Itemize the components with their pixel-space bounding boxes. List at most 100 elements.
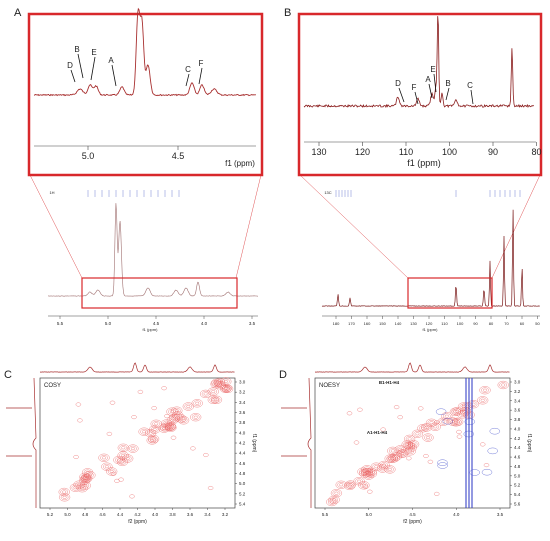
- full-tick-label-b: 140: [395, 321, 402, 326]
- contour-peak: [479, 386, 491, 395]
- negative-contour: [481, 469, 493, 476]
- contour-peak: [164, 422, 177, 431]
- contour-peak: [223, 387, 228, 391]
- contour-peak: [399, 450, 407, 457]
- contour-peak: [207, 387, 219, 396]
- y-tick-label-c: 5.0: [239, 481, 246, 486]
- negative-band-d: [468, 378, 470, 508]
- full-tick-label-b: 150: [379, 321, 386, 326]
- contour-peak: [214, 382, 219, 386]
- y-tick-label-c: 4.4: [239, 451, 246, 456]
- x-tick-label-d: 3.5: [497, 512, 504, 517]
- contour-peak: [117, 451, 129, 460]
- y-tick-label-d: 4.0: [514, 426, 521, 431]
- contour-peak: [429, 421, 434, 425]
- contour-peak: [452, 417, 464, 426]
- contour-peak: [78, 485, 86, 491]
- contour-peak: [497, 380, 509, 390]
- y-tick-label-d: 5.4: [514, 492, 521, 497]
- peak-label-a-E: E: [91, 48, 96, 57]
- contour-peak: [330, 489, 342, 498]
- y-tick-label-d: 3.0: [514, 380, 521, 385]
- contour-peak: [119, 452, 127, 459]
- contour-peak: [98, 453, 110, 462]
- tick-label-b: 90: [488, 147, 498, 157]
- peak-label-b-C: C: [467, 81, 473, 90]
- negative-contour: [437, 459, 448, 466]
- full-tick-label-b: 160: [364, 321, 371, 326]
- contour-peak: [328, 499, 336, 505]
- x-tick-label-d: 4.0: [453, 512, 460, 517]
- x-tick-label-c: 4.0: [152, 512, 159, 517]
- contour-peak: [441, 420, 446, 424]
- contour-peak: [387, 467, 392, 471]
- full-tick-label-b: 70: [504, 321, 509, 326]
- contour-peak: [328, 495, 340, 504]
- y-tick-label-c: 3.2: [239, 390, 246, 395]
- contour-peak: [330, 497, 338, 503]
- plot-title-d: NOESY: [319, 383, 340, 389]
- x-tick-label-c: 3.6: [187, 512, 194, 517]
- full-tick-label-a: 5.5: [57, 321, 64, 326]
- contour-peak: [223, 380, 228, 383]
- contour-peak: [210, 380, 222, 389]
- contour-peak: [404, 434, 416, 443]
- peak-arrow-a-B: [77, 53, 84, 79]
- contour-cross-peak: [109, 400, 116, 405]
- axis-unit-a: f1 (ppm): [225, 159, 255, 168]
- contour-cross-peak: [380, 427, 386, 432]
- full-tick-label-a: 4.0: [201, 321, 208, 326]
- contour-peak: [182, 402, 194, 411]
- contour-peak: [75, 481, 83, 488]
- contour-cross-peak: [110, 471, 117, 476]
- contour-peak: [407, 437, 412, 441]
- full-tick-label-b: 90: [473, 321, 478, 326]
- contour-cross-peak: [106, 431, 113, 436]
- x-tick-label-c: 3.2: [222, 512, 229, 517]
- contour-peak: [419, 425, 427, 431]
- projection-left-c: [6, 407, 32, 457]
- connector-a-right: [235, 174, 262, 279]
- contour-peak: [415, 432, 420, 436]
- contour-peak: [130, 447, 135, 451]
- x-tick-label-c: 3.4: [204, 512, 211, 517]
- contour-peak: [210, 395, 223, 404]
- contour-peak: [477, 396, 489, 405]
- y-tick-label-c: 5.2: [239, 491, 246, 496]
- contour-peak: [201, 391, 210, 397]
- contour-cross-peak: [456, 434, 463, 439]
- contour-peak: [332, 490, 341, 496]
- peak-label-b-F: F: [412, 83, 417, 92]
- peak-arrow-a-F: [198, 67, 203, 85]
- full-tick-label-b: 180: [333, 321, 340, 326]
- contour-peak: [149, 436, 158, 442]
- contour-peak: [184, 403, 193, 410]
- contour-peak: [388, 457, 393, 461]
- nucleus-label-a: 1H: [49, 190, 54, 195]
- full-unit-b: f1 (ppm): [423, 327, 439, 332]
- full-tick-label-b: 110: [441, 321, 448, 326]
- contour-cross-peak: [164, 414, 170, 419]
- contour-peak: [80, 474, 92, 483]
- contour-peak: [168, 426, 173, 430]
- contour-cross-peak: [397, 415, 403, 420]
- negative-contour: [435, 408, 447, 415]
- contour-peak: [425, 418, 438, 427]
- peak-label-b-E: E: [430, 65, 435, 74]
- contour-peak: [107, 468, 116, 475]
- y-tick-label-d: 4.2: [514, 436, 521, 441]
- contour-cross-peak: [357, 407, 363, 412]
- contour-peak: [357, 479, 362, 483]
- tick-label-b: 130: [311, 147, 326, 157]
- y-tick-label-c: 4.8: [239, 471, 246, 476]
- peak-label-b-D: D: [395, 79, 401, 88]
- contour-peak: [58, 487, 70, 497]
- contour-peak: [437, 417, 449, 426]
- peak-arrow-b-B: [445, 87, 450, 101]
- contour-cross-peak: [131, 415, 137, 420]
- contour-peak: [122, 454, 134, 463]
- contour-peak: [439, 419, 447, 425]
- contour-peak: [386, 466, 394, 473]
- contour-peak: [60, 489, 68, 495]
- contour-peak: [121, 454, 126, 457]
